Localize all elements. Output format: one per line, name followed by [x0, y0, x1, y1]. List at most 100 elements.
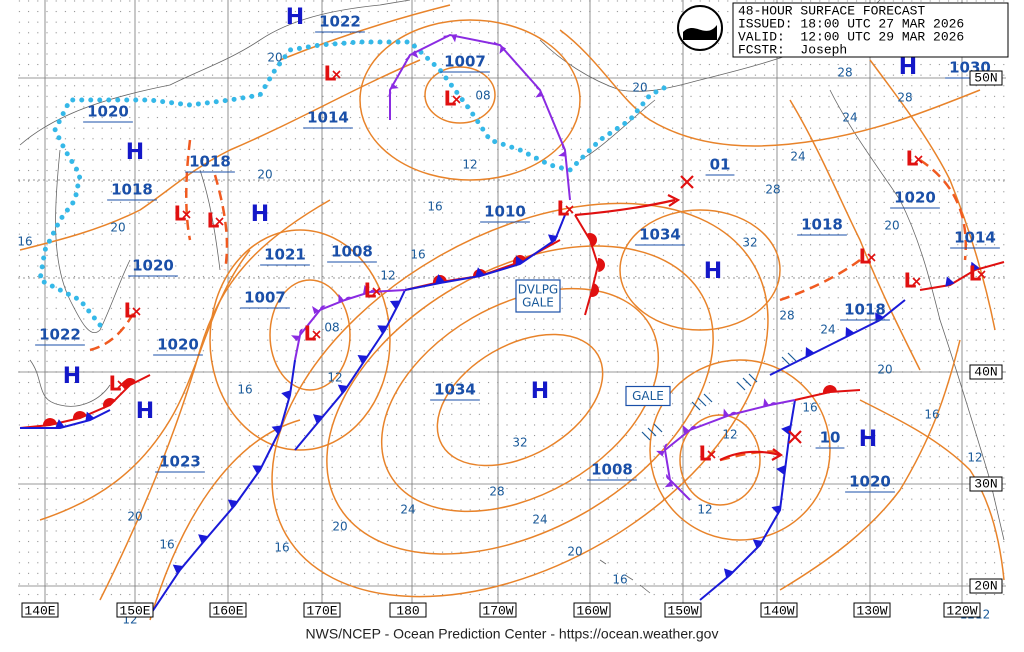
warning-label: GALE	[522, 296, 554, 310]
isobar-label: 32	[742, 236, 757, 250]
longitude-box	[21, 602, 59, 618]
isobar-label: 16	[924, 408, 939, 422]
isobar-label: 28	[765, 183, 780, 197]
pressure-label: 1023	[159, 453, 201, 471]
isobar-label: 20	[267, 51, 282, 65]
high-center: H	[899, 55, 917, 80]
low-center: L	[174, 202, 187, 226]
low-cross	[132, 307, 141, 316]
low-cross	[332, 70, 341, 79]
cold-front	[20, 409, 111, 429]
longitude-box	[853, 602, 891, 618]
low-cross	[707, 450, 716, 459]
isobar-label: 12	[327, 371, 342, 385]
isobar-label: 16	[427, 200, 442, 214]
track-arrows	[574, 175, 802, 461]
wind-barbs	[641, 352, 797, 441]
pressure-label: 1020	[87, 103, 129, 121]
pressure-label: 1010	[484, 203, 526, 221]
pressure-label: 1020	[894, 189, 936, 207]
pressure-label: 01	[710, 156, 731, 174]
pressure-label: 1018	[801, 216, 843, 234]
isobar-label: 16	[612, 573, 627, 587]
longitude-label: 150W	[667, 603, 698, 618]
pressure-label: 1008	[591, 461, 633, 479]
high-center: H	[704, 259, 722, 284]
cold-front	[769, 299, 906, 376]
occluded-front	[388, 33, 571, 201]
latitude-label: 40N	[974, 364, 997, 379]
isobar-label: 28	[779, 309, 794, 323]
isobar-label: 20	[877, 363, 892, 377]
cold-front	[699, 399, 796, 601]
latitude-box	[969, 70, 1003, 86]
longitude-label: 160E	[212, 603, 243, 618]
longitude-label: 170W	[482, 603, 513, 618]
pressure-label: 1034	[434, 381, 476, 399]
low-cross	[312, 330, 321, 339]
longitude-label: 130W	[856, 603, 887, 618]
isobar-label: 20	[884, 219, 899, 233]
low-cross	[182, 210, 191, 219]
high-center: H	[286, 5, 304, 30]
map-labels: 1022 1007 1014 1020 1018 1018 1010 1034 1018 1020…	[17, 5, 1000, 627]
isobar-label: 28	[897, 91, 912, 105]
low-center: L	[557, 197, 570, 221]
longitude-box	[760, 602, 798, 618]
high-center: H	[859, 427, 877, 452]
noaa-logo-bird	[683, 25, 717, 40]
longitude-box	[664, 602, 702, 618]
pressure-label: 1007	[444, 53, 486, 71]
longitude-label: 140E	[24, 603, 55, 618]
occluded-front	[656, 398, 796, 501]
high-center: H	[531, 379, 549, 404]
pressure-label: 1014	[307, 109, 349, 127]
high-center: H	[251, 202, 269, 227]
latitude-label: 20N	[974, 578, 997, 593]
pressure-label: 1018	[189, 153, 231, 171]
low-cross	[867, 253, 876, 262]
warm-front	[19, 374, 151, 429]
isobar-label: 08	[324, 321, 339, 335]
isobar-label: 20	[332, 520, 347, 534]
isobar-label: 12	[697, 503, 712, 517]
isobar-label: 12	[722, 428, 737, 442]
header-valid: VALID: 12:00 UTC 29 MAR 2026	[738, 29, 964, 44]
pressure-label: 1008	[331, 243, 373, 261]
low-center: L	[859, 245, 872, 269]
longitude-box	[479, 602, 517, 618]
isobar-label: 20	[632, 81, 647, 95]
high-center: H	[63, 364, 81, 389]
low-center: L	[364, 279, 377, 303]
header-issued: ISSUED: 18:00 UTC 27 MAR 2026	[738, 16, 964, 31]
footer: NWS/NCEP - Ocean Prediction Center - htt…	[306, 626, 719, 642]
low-cross	[452, 95, 461, 104]
low-cross	[912, 277, 921, 286]
pressure-label: 1020	[849, 473, 891, 491]
low-center: L	[109, 372, 122, 396]
pressure-label: 1007	[244, 289, 286, 307]
cold-front	[149, 359, 296, 616]
isobar-label: 24	[842, 111, 857, 125]
isobar-label: 16	[274, 541, 289, 555]
low-cross	[914, 155, 923, 164]
isobar-label: 28	[489, 485, 504, 499]
stationary-front	[919, 261, 1005, 291]
pressure-label: 1018	[844, 301, 886, 319]
longitude-label: 170E	[306, 603, 337, 618]
isobar-label: 24	[790, 150, 805, 164]
header-forecaster: FCSTR: Joseph	[738, 42, 847, 57]
isobar-label: 20	[110, 221, 125, 235]
pressure-label: 1018	[111, 181, 153, 199]
low-center: L	[304, 322, 317, 346]
pressure-label: 1020	[157, 336, 199, 354]
isobar-label: 12	[967, 451, 982, 465]
pressure-label: 1022	[319, 13, 361, 31]
isobar-label: 24	[820, 323, 835, 337]
warm-front	[574, 214, 605, 316]
isobar-label: 16	[159, 538, 174, 552]
longitude-label: 150E	[119, 603, 150, 618]
warning-label: DVLPG	[518, 283, 558, 297]
cold-front	[294, 289, 406, 451]
low-center: L	[969, 262, 982, 286]
